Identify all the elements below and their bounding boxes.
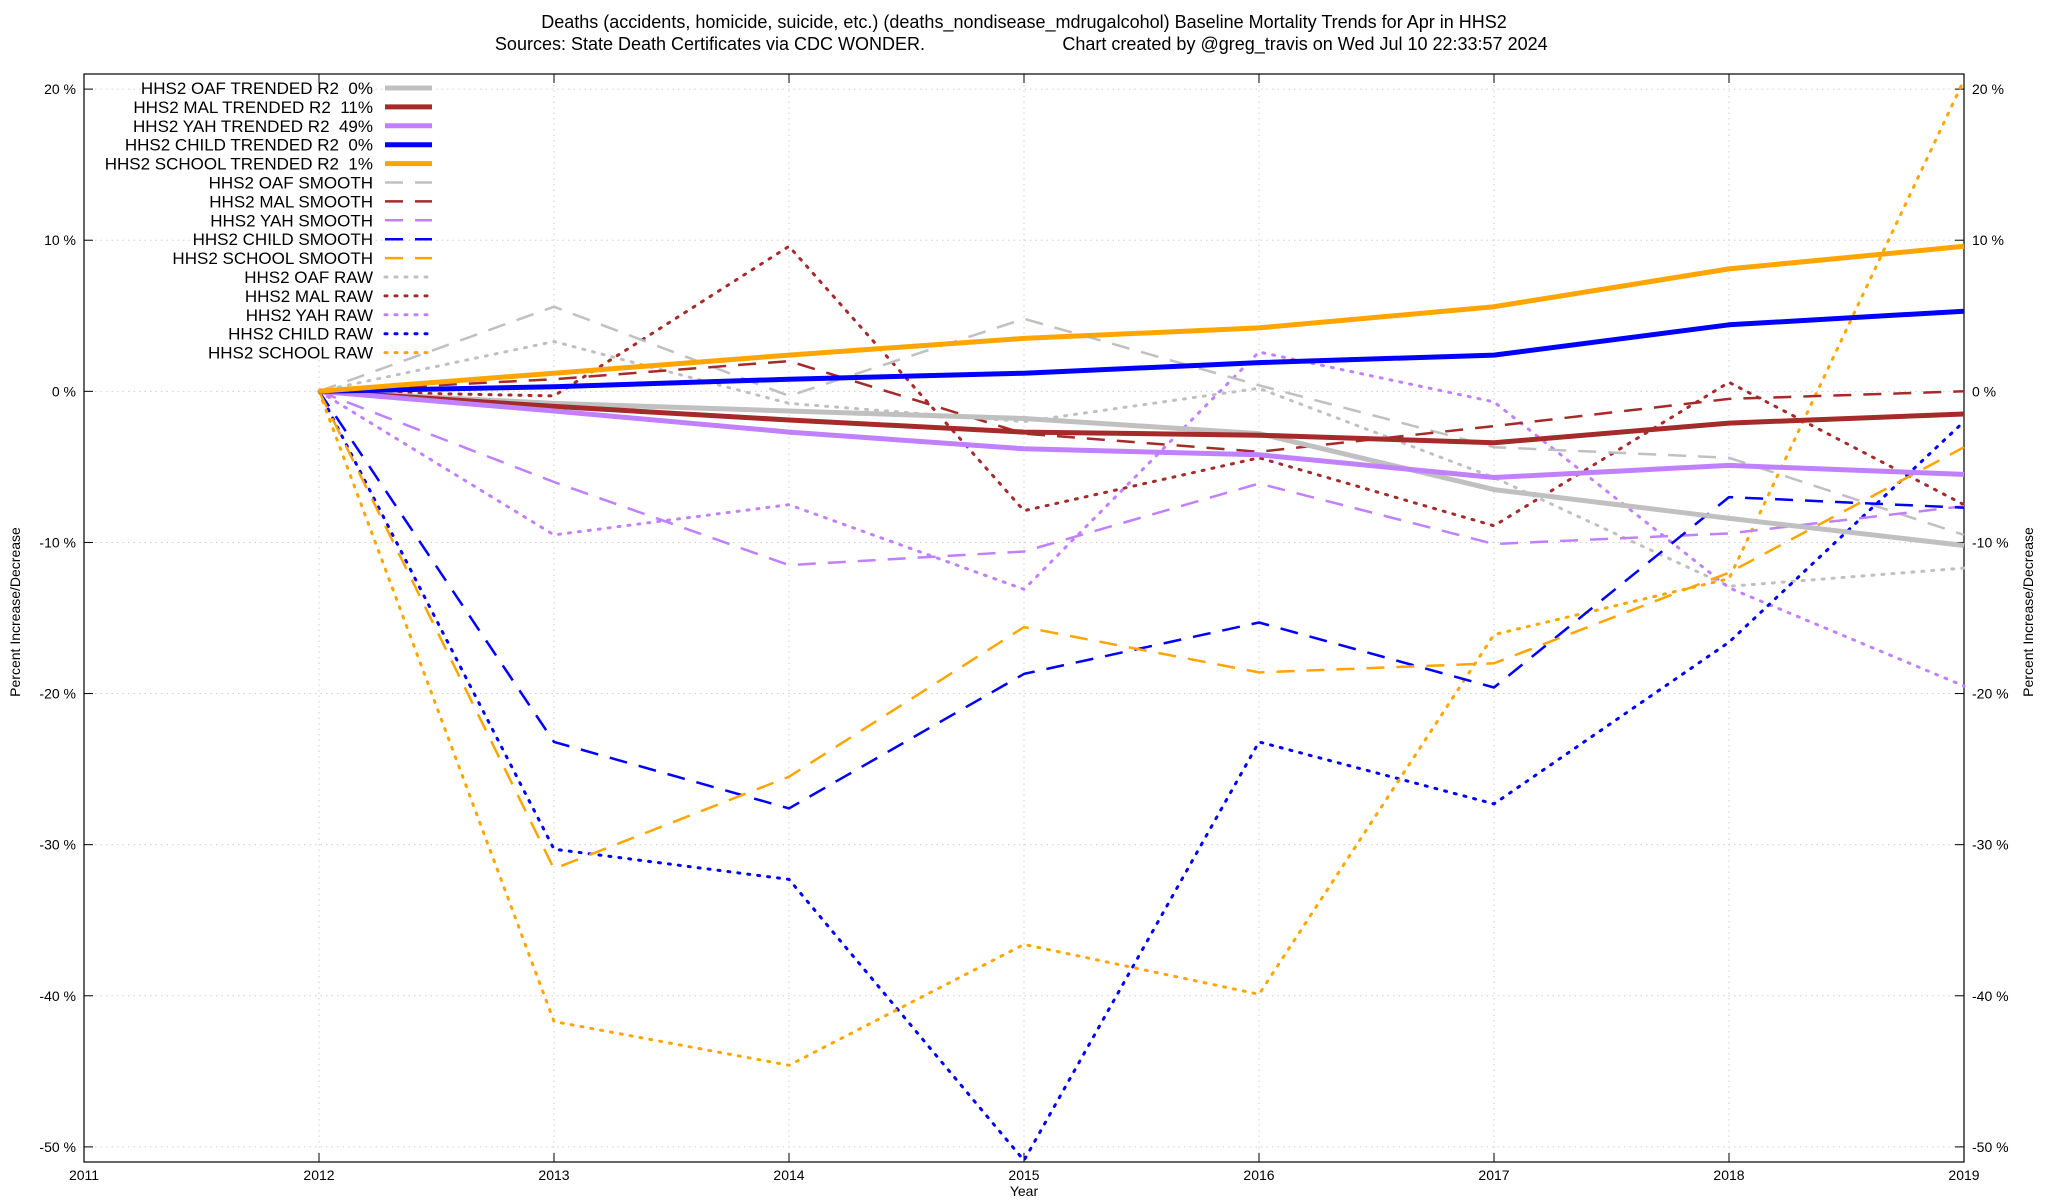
- legend-label-hhs2-mal-raw: HHS2 MAL RAW: [245, 287, 373, 306]
- series-line-hhs2-child-smooth: [317, 390, 1965, 810]
- x-tick-label: 2014: [773, 1167, 804, 1183]
- legend-label-hhs2-mal-trended-r2-11: HHS2 MAL TRENDED R2 11%: [133, 98, 373, 117]
- series-lines: [317, 78, 1966, 1162]
- y-axis-label-right: Percent Increase/Decrease: [2020, 527, 2036, 697]
- legend-label-hhs2-child-raw: HHS2 CHILD RAW: [228, 325, 373, 344]
- x-tick-label: 2019: [1948, 1167, 1979, 1183]
- y-axis-label-left: Percent Increase/Decrease: [7, 527, 23, 697]
- x-axis-label: Year: [1010, 1183, 1039, 1199]
- y-tick-label-right: 20 %: [1972, 81, 2004, 97]
- y-tick-label-left: -20 %: [39, 686, 76, 702]
- legend-label-hhs2-school-raw: HHS2 SCHOOL RAW: [208, 344, 373, 363]
- series-line-hhs2-oaf-trended-r2-0: [318, 388, 1965, 548]
- legend-label-hhs2-school-trended-r2-1: HHS2 SCHOOL TRENDED R2 1%: [105, 155, 373, 174]
- x-tick-label: 2012: [303, 1167, 334, 1183]
- x-tick-label: 2015: [1008, 1167, 1039, 1183]
- y-tick-label-left: 0 %: [52, 383, 76, 399]
- series-line-hhs2-school-smooth: [317, 390, 1965, 871]
- legend-label-hhs2-child-smooth: HHS2 CHILD SMOOTH: [193, 230, 373, 249]
- chart-title-line2-sources: Sources: State Death Certificates via CD…: [495, 34, 925, 54]
- series-line-hhs2-school-raw: [317, 78, 1966, 1067]
- legend-label-hhs2-yah-raw: HHS2 YAH RAW: [246, 306, 373, 325]
- y-tick-label-right: 10 %: [1972, 232, 2004, 248]
- x-tick-label: 2011: [69, 1167, 99, 1183]
- series-line-hhs2-school-trended-r2-1: [318, 243, 1965, 394]
- legend-label-hhs2-yah-trended-r2-49: HHS2 YAH TRENDED R2 49%: [133, 117, 373, 136]
- y-tick-label-right: 0 %: [1972, 383, 1996, 399]
- y-tick-label-right: -40 %: [1972, 988, 2009, 1004]
- y-tick-label-left: 20 %: [44, 81, 76, 97]
- series-line-hhs2-yah-trended-r2-49: [318, 388, 1965, 480]
- y-tick-label-right: -10 %: [1972, 534, 2009, 550]
- series-line-hhs2-yah-raw: [317, 350, 1966, 688]
- series-line-hhs2-child-raw: [317, 389, 1966, 1162]
- legend-label-hhs2-oaf-trended-r2-0: HHS2 OAF TRENDED R2 0%: [141, 79, 373, 98]
- y-tick-label-left: 10 %: [44, 232, 76, 248]
- legend-label-hhs2-mal-smooth: HHS2 MAL SMOOTH: [209, 192, 373, 211]
- y-tick-label-left: -30 %: [39, 837, 76, 853]
- chart-title-line1: Deaths (accidents, homicide, suicide, et…: [541, 12, 1506, 33]
- x-tick-label: 2016: [1243, 1167, 1274, 1183]
- y-tick-label-left: -40 %: [39, 988, 76, 1004]
- chart-title-line2-credit: Chart created by @greg_travis on Wed Jul…: [1062, 34, 1547, 55]
- legend-label-hhs2-child-trended-r2-0: HHS2 CHILD TRENDED R2 0%: [125, 136, 373, 155]
- legend-label-hhs2-oaf-smooth: HHS2 OAF SMOOTH: [209, 174, 373, 193]
- series-line-hhs2-oaf-raw: [317, 340, 1966, 588]
- y-tick-label-right: -30 %: [1972, 837, 2009, 853]
- legend-label-hhs2-oaf-raw: HHS2 OAF RAW: [244, 268, 373, 287]
- y-tick-label-left: -50 %: [39, 1139, 76, 1155]
- series-line-hhs2-mal-trended-r2-11: [318, 388, 1965, 446]
- legend-label-hhs2-yah-smooth: HHS2 YAH SMOOTH: [210, 211, 373, 230]
- series-line-hhs2-oaf-smooth: [318, 305, 1965, 537]
- y-tick-label-left: -10 %: [39, 534, 76, 550]
- axis-ticks: 2011 2012 2013 2014 2015 2016 2017 2018 2019 20 %…: [39, 74, 2009, 1183]
- y-tick-label-right: -50 %: [1972, 1139, 2009, 1155]
- x-tick-label: 2013: [538, 1167, 569, 1183]
- series-line-hhs2-child-trended-r2-0: [318, 308, 1965, 394]
- x-tick-label: 2017: [1478, 1167, 1509, 1183]
- y-tick-label-right: -20 %: [1972, 686, 2009, 702]
- series-line-hhs2-yah-smooth: [318, 390, 1965, 567]
- legend: HHS2 OAF TRENDED R2 0%HHS2 MAL TRENDED R…: [105, 79, 434, 363]
- legend-label-hhs2-school-smooth: HHS2 SCHOOL SMOOTH: [172, 249, 373, 268]
- series-line-hhs2-mal-smooth: [318, 359, 1965, 454]
- x-tick-label: 2018: [1713, 1167, 1744, 1183]
